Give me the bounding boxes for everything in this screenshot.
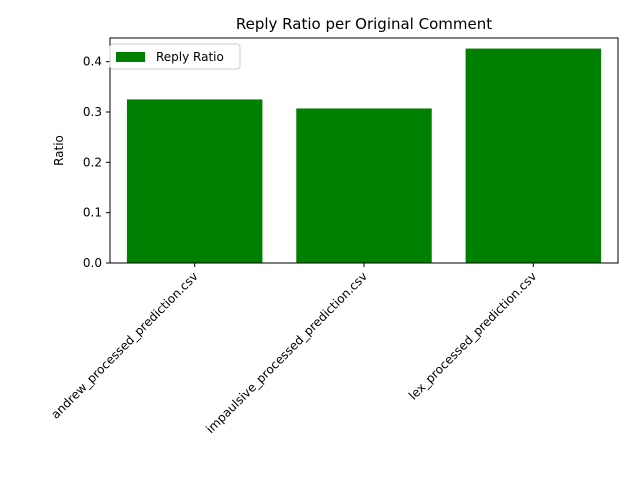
bar <box>465 48 602 264</box>
bar <box>126 99 263 263</box>
x-axis: andrew_processed_prediction.csv impaulsiv… <box>48 263 539 436</box>
legend: Reply Ratio <box>109 43 241 70</box>
y-axis: 0.0 0.1 0.2 0.3 0.4 <box>83 55 110 270</box>
x-tick-label: impaulsive_processed_prediction.csv <box>203 269 370 436</box>
legend-label: Reply Ratio <box>156 50 224 64</box>
bar <box>296 108 432 264</box>
y-axis-label: Ratio <box>52 135 66 166</box>
bars-group <box>126 48 602 264</box>
y-tick-label: 0.1 <box>83 206 102 220</box>
y-tick-label: 0.2 <box>83 155 102 169</box>
x-tick-label: andrew_processed_prediction.csv <box>48 269 200 421</box>
chart-title: Reply Ratio per Original Comment <box>236 15 492 33</box>
x-tick-label: lex_processed_prediction.csv <box>406 269 539 402</box>
y-tick-label: 0.0 <box>83 256 102 270</box>
y-tick-label: 0.4 <box>83 55 102 69</box>
legend-frame <box>109 43 241 70</box>
legend-swatch <box>116 52 145 62</box>
y-tick-label: 0.3 <box>83 105 102 119</box>
